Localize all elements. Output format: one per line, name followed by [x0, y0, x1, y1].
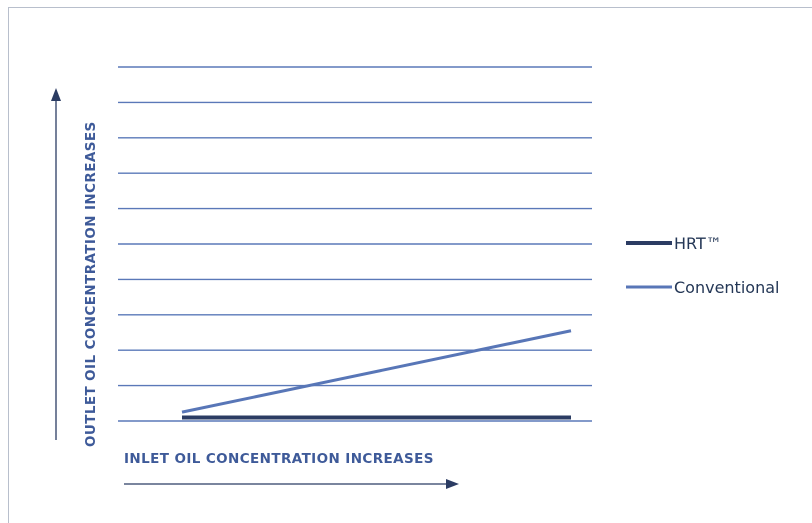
- y-axis-title: OUTLET OIL CONCENTRATION INCREASES: [83, 121, 99, 447]
- legend-label-conventional: Conventional: [674, 278, 779, 297]
- series-lines: [181, 329, 572, 420]
- gridlines: [118, 66, 592, 422]
- series-line-conventional: [181, 329, 572, 414]
- legend: HRT™ Conventional: [626, 234, 779, 297]
- x-axis-arrowhead: [446, 479, 459, 489]
- x-axis-title: INLET OIL CONCENTRATION INCREASES: [124, 451, 434, 467]
- legend-label-hrt: HRT™: [674, 234, 722, 253]
- chart-frame: [8, 7, 812, 523]
- y-axis-arrowhead: [51, 88, 61, 101]
